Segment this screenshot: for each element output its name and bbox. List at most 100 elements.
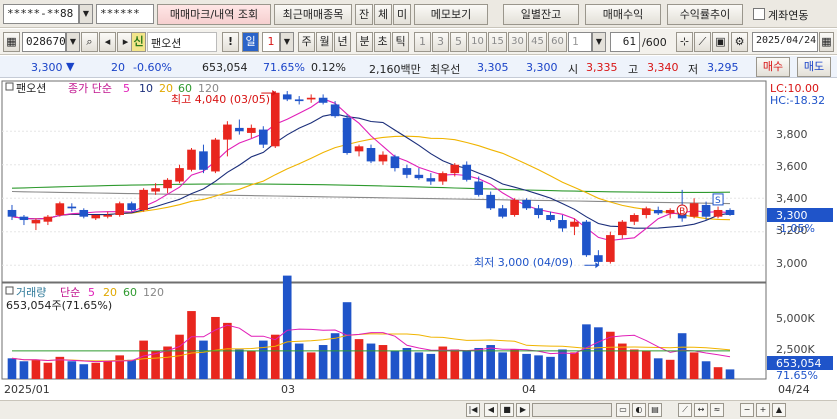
high-price: 3,340 bbox=[647, 61, 679, 74]
zoom-in-icon[interactable]: + bbox=[756, 403, 770, 417]
interval-15[interactable]: 15 bbox=[488, 32, 507, 52]
volume-toggle-icon[interactable] bbox=[5, 286, 14, 295]
panel-toggle-icon[interactable] bbox=[5, 82, 14, 91]
candle-body bbox=[438, 173, 448, 182]
price-tick-3600: 3,600 bbox=[776, 160, 808, 173]
balance-button[interactable]: 잔 bbox=[355, 4, 373, 25]
trade-amount: 2,160백만 bbox=[369, 63, 421, 76]
interval-10[interactable]: 10 bbox=[468, 32, 487, 52]
stock-code-input[interactable]: 028670 bbox=[22, 32, 66, 52]
period-minute-button[interactable]: 분 bbox=[356, 32, 373, 52]
candle-body bbox=[474, 181, 484, 195]
interval-45[interactable]: 45 bbox=[528, 32, 547, 52]
ma10-line bbox=[11, 113, 731, 229]
volume-bar bbox=[115, 355, 124, 379]
volume-bar bbox=[342, 302, 352, 379]
period-number[interactable]: 1 bbox=[262, 32, 280, 52]
period-month-button[interactable]: 월 bbox=[316, 32, 333, 52]
tool-icon-3[interactable]: ▤ bbox=[648, 403, 662, 417]
period-tick-button[interactable]: 틱 bbox=[392, 32, 409, 52]
low-arrow-head bbox=[595, 262, 600, 269]
candle-body bbox=[689, 203, 699, 217]
open-label: 시 bbox=[568, 63, 579, 76]
tool-icon-4[interactable]: ⟋ bbox=[678, 403, 692, 417]
candle-body bbox=[211, 139, 220, 172]
nav-stop-icon[interactable]: ■ bbox=[500, 403, 514, 417]
interval-3[interactable]: 3 bbox=[432, 32, 449, 52]
volume-bar bbox=[522, 353, 531, 379]
return-trend-button[interactable]: 수익률추이 bbox=[667, 4, 743, 25]
period-year-button[interactable]: 년 bbox=[334, 32, 351, 52]
period-week-button[interactable]: 주 bbox=[298, 32, 315, 52]
scroll-up-icon[interactable]: ▲ bbox=[772, 403, 786, 417]
date-input[interactable]: 2025/04/24 bbox=[752, 32, 818, 52]
sell-button[interactable]: 매도 bbox=[797, 57, 831, 77]
nav-prev-icon[interactable]: ◀ bbox=[484, 403, 498, 417]
interval-5[interactable]: 5 bbox=[450, 32, 467, 52]
tool-icon-1[interactable]: ▭ bbox=[616, 403, 630, 417]
turnover-ratio: 0.12% bbox=[311, 61, 346, 74]
volume-bar bbox=[402, 347, 412, 379]
interval-dropdown-icon[interactable]: ▼ bbox=[592, 32, 606, 52]
unfilled-button[interactable]: 미 bbox=[393, 4, 411, 25]
volume-bar bbox=[486, 345, 495, 379]
zoom-out-icon[interactable]: − bbox=[740, 403, 754, 417]
candle-body bbox=[665, 209, 675, 214]
period-second-button[interactable]: 초 bbox=[374, 32, 391, 52]
grid-icon[interactable]: ▦ bbox=[3, 32, 20, 52]
candle-body bbox=[725, 209, 735, 215]
interval-input[interactable]: 1 bbox=[568, 32, 592, 52]
draw-tool-icon[interactable]: ⟋ bbox=[694, 32, 711, 52]
candle-body bbox=[486, 194, 495, 209]
account-field[interactable]: *****-**88 bbox=[3, 4, 79, 24]
zoom-slider[interactable] bbox=[532, 403, 612, 417]
volume-bar bbox=[211, 316, 220, 379]
volume-bar bbox=[629, 349, 639, 379]
recent-trades-button[interactable]: 최근매매종목 bbox=[274, 4, 352, 25]
candle-body bbox=[701, 204, 711, 217]
info-button[interactable]: ! bbox=[222, 32, 239, 52]
volume-bar bbox=[187, 311, 196, 379]
nav-next-icon[interactable]: ▶ bbox=[516, 403, 530, 417]
candle-body bbox=[55, 203, 65, 215]
save-icon[interactable]: ▣ bbox=[712, 32, 729, 52]
volume-bar bbox=[653, 358, 663, 379]
period-day-button[interactable]: 일 bbox=[242, 32, 259, 52]
interval-30[interactable]: 30 bbox=[508, 32, 527, 52]
quote-bar: 3,300 ▼ 20 -0.60% 653,054 71.65% 0.12% 2… bbox=[0, 56, 837, 78]
daily-balance-button[interactable]: 일별잔고 bbox=[503, 4, 579, 25]
search-icon[interactable]: ⌕ bbox=[81, 32, 98, 52]
volume-bar bbox=[103, 361, 113, 379]
interval-60[interactable]: 60 bbox=[548, 32, 567, 52]
price-chart-svg[interactable]: B S 팬오션 종가 단순 5 10 20 60 120 최고 4,040 (03… bbox=[0, 79, 837, 400]
period-dropdown-icon[interactable]: ▼ bbox=[280, 32, 294, 52]
volume-bar bbox=[582, 324, 591, 379]
chart-area[interactable]: B S 팬오션 종가 단순 5 10 20 60 120 최고 4,040 (03… bbox=[0, 79, 837, 400]
speaker-icon[interactable]: ◂ bbox=[99, 32, 116, 52]
interval-1[interactable]: 1 bbox=[414, 32, 431, 52]
candle-body bbox=[570, 221, 579, 227]
nav-first-icon[interactable]: |◀ bbox=[466, 403, 480, 417]
filled-button[interactable]: 체 bbox=[374, 4, 392, 25]
account-dropdown-icon[interactable]: ▼ bbox=[79, 4, 93, 24]
vol-ma5-line bbox=[11, 324, 731, 363]
count-input[interactable]: 61 bbox=[610, 32, 640, 52]
tool-icon-6[interactable]: ≈ bbox=[710, 403, 724, 417]
code-dropdown-icon[interactable]: ▼ bbox=[66, 32, 80, 52]
trade-profit-button[interactable]: 매매수익 bbox=[585, 4, 661, 25]
price-change-pct: -0.60% bbox=[133, 61, 172, 74]
volume-bar bbox=[258, 340, 268, 379]
volume-bar bbox=[618, 343, 627, 379]
trade-mark-button[interactable]: 매매마크/내역 조회 bbox=[157, 4, 271, 25]
account-link-checkbox[interactable] bbox=[753, 8, 765, 20]
volume-bar bbox=[270, 334, 280, 379]
volume-value: 653,054 bbox=[202, 61, 248, 74]
memo-button[interactable]: 메모보기 bbox=[414, 4, 488, 25]
crosshair-icon[interactable]: ⊹ bbox=[676, 32, 693, 52]
buy-button[interactable]: 매수 bbox=[756, 57, 790, 77]
password-field[interactable]: ****** bbox=[96, 4, 154, 24]
tool-icon-2[interactable]: ◐ bbox=[632, 403, 646, 417]
calendar-icon[interactable]: ▦ bbox=[819, 32, 834, 52]
gear-icon[interactable]: ⚙ bbox=[731, 32, 748, 52]
tool-icon-5[interactable]: ↔ bbox=[694, 403, 708, 417]
